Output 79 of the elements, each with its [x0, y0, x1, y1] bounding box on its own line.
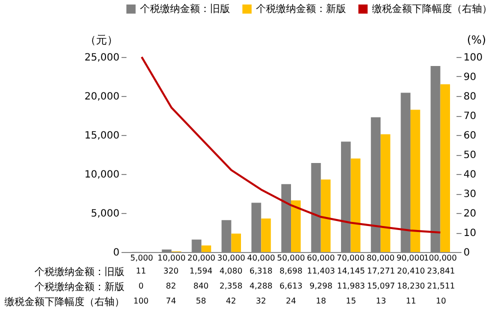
y-tick-label: 5,000 — [90, 208, 120, 220]
x-tick-label: 60,000 — [306, 254, 335, 262]
y2-tick-label: 50 — [464, 150, 476, 161]
data-label: 82 — [166, 282, 176, 290]
y2-tick-label: 20 — [464, 208, 476, 220]
data-label: 21,511 — [427, 282, 455, 290]
y2-tick-label: 60 — [464, 130, 476, 142]
y2-axis-title: (%) — [466, 34, 486, 46]
x-tick-label: 70,000 — [336, 254, 365, 262]
data-label: 4,080 — [220, 266, 242, 276]
bar — [320, 179, 331, 252]
y2-tick-label: 30 — [464, 189, 476, 200]
data-label: 18,230 — [397, 282, 425, 290]
y-tick-label: 10,000 — [84, 170, 120, 180]
y-axis-title: （元） — [85, 34, 118, 46]
y2-tick-label: 40 — [464, 170, 476, 180]
data-label: 10 — [436, 296, 446, 306]
data-label: 15 — [346, 296, 356, 306]
data-label: 8,698 — [280, 266, 302, 276]
x-tick-label: 80,000 — [366, 254, 395, 262]
data-label: 20,410 — [397, 266, 425, 276]
x-tick-label: 50,000 — [277, 254, 305, 262]
y2-tick-label: 90 — [464, 72, 476, 83]
text: 个税缴纳金额：新版 — [34, 282, 124, 293]
bar — [201, 245, 212, 252]
data-label: 14,145 — [337, 266, 365, 276]
data-label: 11 — [406, 296, 416, 306]
x-tick-label: 10,000 — [158, 254, 186, 262]
data-label: 11,983 — [337, 282, 365, 290]
data-label: 4,288 — [250, 282, 272, 290]
data-label: 58 — [196, 296, 206, 306]
x-tick-label: 5,000 — [130, 254, 154, 262]
x-tick-label: 90,000 — [396, 254, 424, 262]
y-tick-label: 0 — [113, 248, 120, 258]
data-label: 18 — [316, 296, 326, 306]
bar — [380, 134, 390, 252]
data-label: 11,403 — [307, 266, 335, 276]
legend-label: 个税缴纳金额：旧版 — [140, 3, 230, 16]
x-tick-label: 20,000 — [187, 254, 216, 262]
y2-tick-label: 0 — [464, 248, 470, 258]
text: 个税缴纳金额：旧版 — [34, 267, 124, 278]
bar — [410, 110, 420, 252]
bar — [291, 200, 301, 252]
y-tick-label: 15,000 — [84, 130, 120, 142]
y2-tick-label: 10 — [464, 228, 476, 239]
data-label: 9,298 — [310, 282, 332, 290]
data-label: 24 — [286, 296, 296, 306]
legend-label: 个税缴纳金额：新版 — [256, 3, 346, 16]
x-tick-label: 30,000 — [217, 254, 246, 262]
x-tick-label: 40,000 — [247, 254, 276, 262]
data-label: 6,318 — [250, 266, 272, 276]
y2-tick-label: 100 — [464, 52, 483, 64]
data-label: 840 — [193, 282, 209, 290]
text: 缴税金额下降幅度（右轴） — [4, 297, 124, 308]
data-label: 74 — [166, 296, 176, 306]
line-series — [140, 56, 442, 234]
bar — [231, 234, 241, 252]
data-label: 23,841 — [427, 266, 455, 276]
data-label: 11 — [136, 266, 146, 276]
y-tick-label: 25,000 — [84, 52, 120, 64]
y2-tick-label: 80 — [464, 92, 476, 102]
bar — [350, 158, 360, 252]
bar — [440, 84, 450, 252]
x-tick-label: 100,000 — [424, 254, 457, 262]
data-label: 1,594 — [190, 266, 212, 276]
data-label: 13 — [376, 296, 386, 306]
data-label: 17,271 — [367, 266, 395, 276]
data-label: 32 — [256, 296, 266, 306]
bar — [261, 218, 271, 252]
data-label: 0 — [138, 282, 144, 290]
legend-label: 缴税金额下降幅度（右轴） — [372, 3, 492, 16]
y2-tick-label: 70 — [464, 111, 476, 122]
data-label: 320 — [163, 266, 179, 276]
data-label: 15,097 — [367, 282, 395, 290]
data-label: 6,613 — [280, 282, 302, 290]
y-tick-label: 20,000 — [84, 92, 120, 102]
data-label: 2,358 — [220, 282, 242, 290]
data-label: 100 — [133, 296, 149, 306]
data-label: 42 — [226, 296, 236, 306]
